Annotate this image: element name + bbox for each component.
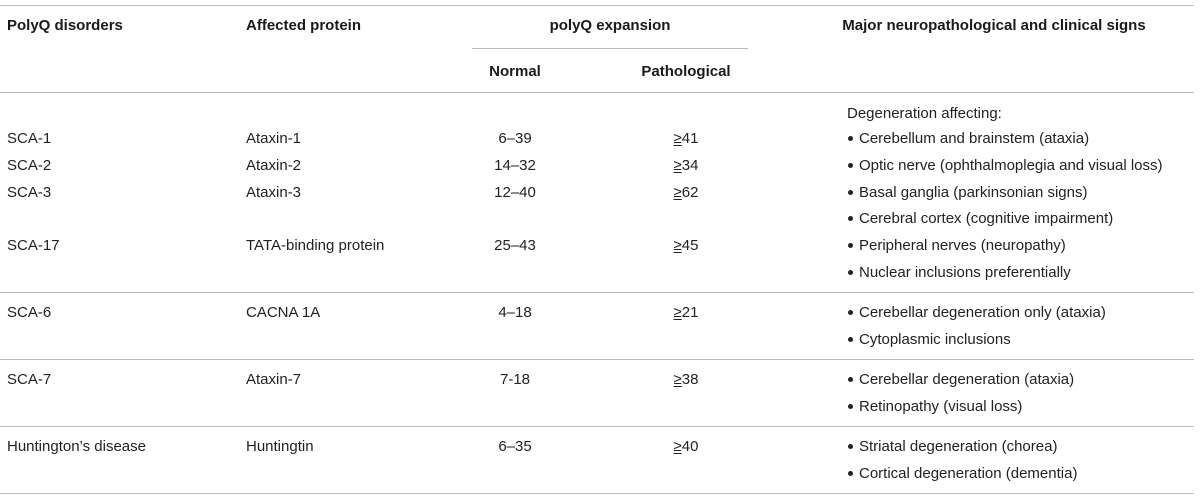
ge-symbol: ≥ bbox=[673, 371, 682, 388]
normal-range-cell: 12–40 bbox=[494, 184, 536, 201]
ge-symbol: ≥ bbox=[673, 438, 682, 455]
normal-range-cell: 7-18 bbox=[499, 371, 531, 388]
protein-cell: Ataxin-3 bbox=[246, 184, 302, 201]
bullet-icon bbox=[848, 190, 853, 195]
pathological-value: 21 bbox=[681, 304, 699, 321]
table-top-rule bbox=[0, 5, 1194, 6]
pathological-cell: ≥21 bbox=[674, 304, 699, 322]
ge-symbol: ≥ bbox=[673, 157, 682, 174]
bullet-icon bbox=[848, 310, 853, 315]
sign-item: Cerebellar degeneration (ataxia) bbox=[859, 371, 1075, 388]
pathological-cell: ≥40 bbox=[674, 438, 699, 456]
bullet-icon bbox=[848, 337, 853, 342]
protein-cell: Ataxin-2 bbox=[246, 157, 302, 174]
pathological-value: 40 bbox=[681, 438, 699, 455]
pathological-value: 38 bbox=[681, 371, 699, 388]
pathological-cell: ≥62 bbox=[674, 184, 699, 202]
table-bottom-rule bbox=[0, 493, 1194, 494]
bullet-icon bbox=[848, 444, 853, 449]
header-polyq-expansion: polyQ expansion bbox=[549, 17, 671, 34]
bullet-icon bbox=[848, 404, 853, 409]
bullet-icon bbox=[848, 243, 853, 248]
disorder-cell: SCA-2 bbox=[7, 157, 52, 174]
bullet-icon bbox=[848, 270, 853, 275]
disorder-cell: SCA-3 bbox=[7, 184, 52, 201]
ge-symbol: ≥ bbox=[673, 237, 682, 254]
pathological-value: 62 bbox=[681, 184, 699, 201]
disorder-cell: SCA-17 bbox=[7, 237, 60, 254]
header-affected-protein: Affected protein bbox=[246, 17, 362, 34]
pathological-value: 45 bbox=[681, 237, 699, 254]
ge-symbol: ≥ bbox=[673, 130, 682, 147]
header-normal: Normal bbox=[489, 63, 541, 80]
protein-cell: Ataxin-1 bbox=[246, 130, 302, 147]
sign-item: Peripheral nerves (neuropathy) bbox=[859, 237, 1066, 254]
header-clinical-signs: Major neuropathological and clinical sig… bbox=[842, 17, 1146, 34]
sign-item: Basal ganglia (parkinsonian signs) bbox=[859, 184, 1088, 201]
bullet-icon bbox=[848, 216, 853, 221]
pathological-value: 41 bbox=[681, 130, 699, 147]
sign-item: Cortical degeneration (dementia) bbox=[859, 465, 1078, 482]
ge-symbol: ≥ bbox=[673, 304, 682, 321]
sign-item: Cerebellum and brainstem (ataxia) bbox=[859, 130, 1090, 147]
disorder-cell: SCA-1 bbox=[7, 130, 52, 147]
header-polyq-disorders: PolyQ disorders bbox=[7, 17, 123, 34]
pathological-cell: ≥34 bbox=[674, 157, 699, 175]
sign-item: Striatal degeneration (chorea) bbox=[859, 438, 1058, 455]
protein-cell: Huntingtin bbox=[246, 438, 314, 455]
header-bottom-rule bbox=[0, 92, 1194, 93]
bullet-icon bbox=[848, 471, 853, 476]
sign-item: Cerebral cortex (cognitive impairment) bbox=[859, 210, 1114, 227]
sign-item: Retinopathy (visual loss) bbox=[859, 398, 1023, 415]
normal-range-cell: 6–35 bbox=[498, 438, 532, 455]
pathological-cell: ≥38 bbox=[674, 371, 699, 389]
normal-range-cell: 6–39 bbox=[498, 130, 532, 147]
bullet-icon bbox=[848, 136, 853, 141]
pathological-cell: ≥41 bbox=[674, 130, 699, 148]
row-divider bbox=[0, 359, 1194, 360]
sign-item: Nuclear inclusions preferentially bbox=[859, 264, 1071, 281]
sign-item: Cerebellar degeneration only (ataxia) bbox=[859, 304, 1106, 321]
normal-range-cell: 4–18 bbox=[498, 304, 532, 321]
normal-range-cell: 25–43 bbox=[494, 237, 536, 254]
protein-cell: TATA-binding protein bbox=[246, 237, 385, 254]
disorder-cell: SCA-6 bbox=[7, 304, 52, 321]
bullet-icon bbox=[848, 377, 853, 382]
header-group-rule bbox=[472, 48, 748, 49]
normal-range-cell: 14–32 bbox=[494, 157, 536, 174]
disorder-cell: SCA-7 bbox=[7, 371, 52, 388]
header-pathological: Pathological bbox=[641, 63, 731, 80]
row-divider bbox=[0, 426, 1194, 427]
signs-intro: Degeneration affecting: bbox=[847, 105, 1002, 122]
protein-cell: Ataxin-7 bbox=[246, 371, 302, 388]
pathological-value: 34 bbox=[681, 157, 699, 174]
ge-symbol: ≥ bbox=[673, 184, 682, 201]
protein-cell: CACNA 1A bbox=[246, 304, 321, 321]
sign-item: Cytoplasmic inclusions bbox=[859, 331, 1011, 348]
pathological-cell: ≥45 bbox=[674, 237, 699, 255]
bullet-icon bbox=[848, 163, 853, 168]
row-divider bbox=[0, 292, 1194, 293]
sign-item: Optic nerve (ophthalmoplegia and visual … bbox=[859, 157, 1163, 174]
disorder-cell: Huntington’s disease bbox=[7, 438, 146, 455]
